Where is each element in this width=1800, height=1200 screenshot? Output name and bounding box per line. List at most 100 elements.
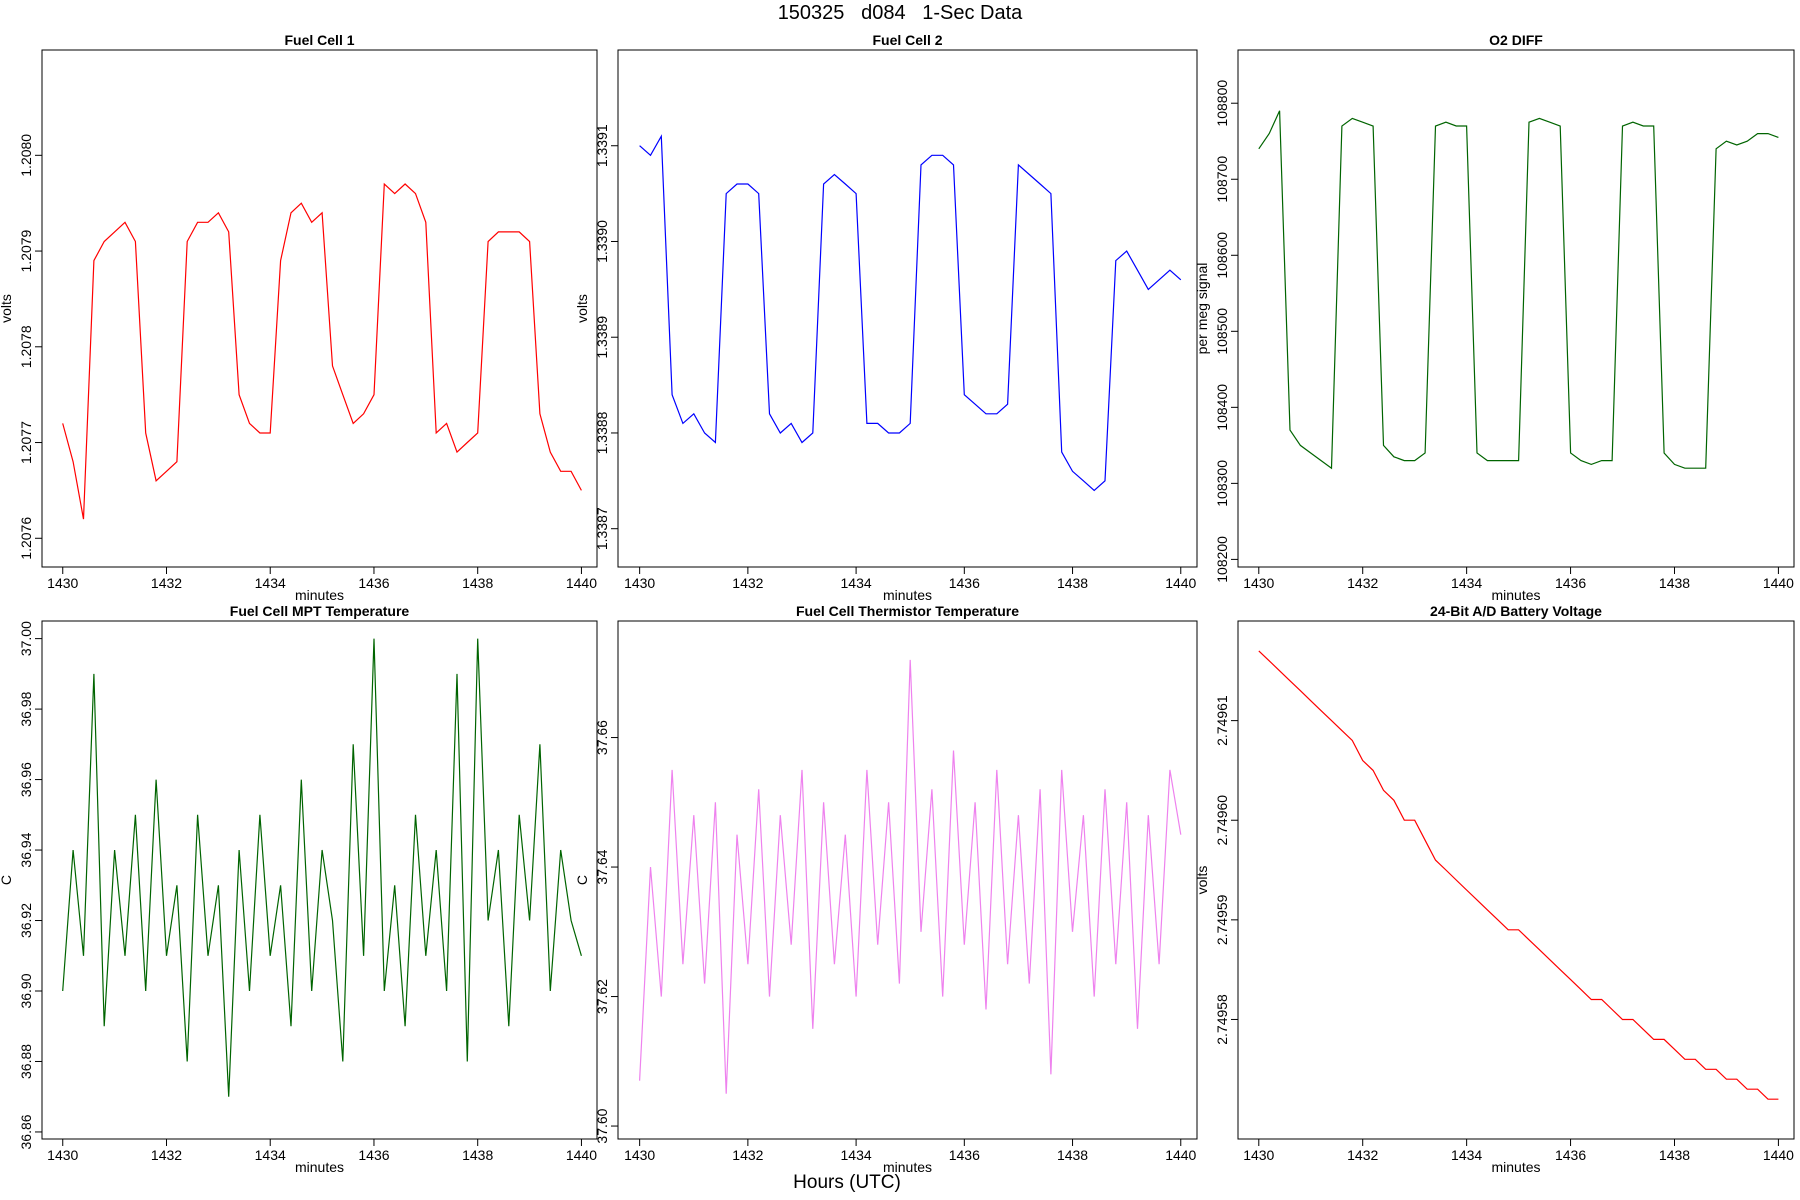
y-tick-label: 36.92 [18, 903, 34, 938]
y-tick-label: 36.86 [18, 1114, 34, 1149]
y-tick-label: 2.74958 [1214, 994, 1230, 1045]
x-axis-label: minutes [295, 587, 344, 603]
x-tick-label: 1432 [732, 1147, 763, 1163]
chart-panel-5: Fuel Cell Thermistor Temperature 1430 1432… [574, 603, 1198, 1175]
x-tick-label: 1438 [1057, 1147, 1088, 1163]
y-axis-label: volts [0, 294, 14, 323]
x-tick-label: 1434 [255, 575, 286, 591]
chart-title: 24-Bit A/D Battery Voltage [1430, 603, 1602, 619]
y-tick-label: 1.3389 [594, 316, 610, 359]
y-tick-label: 108200 [1214, 536, 1230, 583]
x-tick-label: 1430 [47, 575, 78, 591]
y-tick-label: 2.74959 [1214, 894, 1230, 945]
x-tick-label: 1440 [566, 1147, 597, 1163]
plot-frame [1237, 49, 1795, 568]
x-tick-label: 1438 [462, 1147, 493, 1163]
chart-panel-3: O2 DIFF 1430 1432 1434 1436 1438 1440 minutes 10… [1194, 32, 1795, 603]
x-tick-label: 1440 [1763, 575, 1794, 591]
x-tick-label: 1436 [949, 575, 980, 591]
x-tick-label: 1436 [358, 1147, 389, 1163]
figure-title: 150325 d084 1-Sec Data [777, 2, 1023, 24]
chart-panel-1: Fuel Cell 1 1430 1432 1434 1436 1438 1440 minut… [0, 32, 598, 603]
x-tick-label: 1430 [624, 575, 655, 591]
y-tick-label: 1.2079 [18, 229, 34, 272]
x-axis-label: minutes [295, 1159, 344, 1175]
x-tick-label: 1436 [1555, 1147, 1586, 1163]
figure-x-label: Hours (UTC) [793, 1172, 901, 1193]
x-tick-label: 1430 [1243, 1147, 1274, 1163]
x-tick-label: 1434 [255, 1147, 286, 1163]
x-tick-label: 1434 [1451, 575, 1482, 591]
x-tick-label: 1436 [1555, 575, 1586, 591]
y-tick-label: 1.2077 [18, 421, 34, 464]
y-tick-label: 36.94 [18, 832, 34, 867]
plot-frame [617, 49, 1198, 568]
x-tick-label: 1440 [1165, 1147, 1196, 1163]
y-axis-label: C [0, 875, 14, 885]
x-tick-label: 1430 [47, 1147, 78, 1163]
y-tick-label: 37.00 [18, 621, 34, 656]
chart-title: Fuel Cell 2 [872, 32, 942, 48]
x-tick-label: 1440 [1165, 575, 1196, 591]
x-axis-label: minutes [883, 587, 932, 603]
y-tick-label: 36.90 [18, 973, 34, 1008]
series-line [1258, 650, 1779, 1100]
series-line [639, 134, 1182, 492]
y-tick-label: 1.2076 [18, 517, 34, 560]
y-tick-label: 108500 [1214, 308, 1230, 355]
x-tick-label: 1432 [732, 575, 763, 591]
y-axis-label: C [574, 875, 590, 885]
y-tick-label: 37.62 [594, 979, 610, 1014]
plot-frame [1237, 620, 1795, 1140]
chart-panel-2: Fuel Cell 2 1430 1432 1434 1436 1438 1440 minut… [574, 32, 1198, 603]
x-tick-label: 1436 [358, 575, 389, 591]
chart-title: Fuel Cell MPT Temperature [230, 603, 410, 619]
x-tick-label: 1434 [841, 1147, 872, 1163]
y-tick-label: 2.74960 [1214, 795, 1230, 846]
y-tick-label: 37.64 [594, 849, 610, 884]
x-tick-label: 1434 [841, 575, 872, 591]
y-tick-label: 108400 [1214, 384, 1230, 431]
y-tick-label: 1.3388 [594, 411, 610, 454]
y-tick-label: 108600 [1214, 232, 1230, 279]
x-tick-label: 1432 [151, 575, 182, 591]
x-tick-label: 1438 [1659, 1147, 1690, 1163]
series-line [639, 659, 1182, 1094]
y-tick-label: 1.2080 [18, 134, 34, 177]
x-tick-label: 1438 [462, 575, 493, 591]
chart-title: O2 DIFF [1489, 32, 1543, 48]
x-tick-label: 1432 [151, 1147, 182, 1163]
x-tick-label: 1440 [1763, 1147, 1794, 1163]
x-tick-label: 1432 [1347, 575, 1378, 591]
x-axis-label: minutes [1491, 587, 1540, 603]
x-tick-label: 1436 [949, 1147, 980, 1163]
x-tick-label: 1430 [624, 1147, 655, 1163]
y-tick-label: 1.3390 [594, 220, 610, 263]
y-tick-label: 108800 [1214, 80, 1230, 127]
y-tick-label: 1.3391 [594, 124, 610, 167]
x-tick-label: 1440 [566, 575, 597, 591]
x-axis-label: minutes [1491, 1159, 1540, 1175]
x-tick-label: 1432 [1347, 1147, 1378, 1163]
y-tick-label: 37.60 [594, 1108, 610, 1143]
x-tick-label: 1430 [1243, 575, 1274, 591]
x-tick-label: 1438 [1057, 575, 1088, 591]
x-tick-label: 1438 [1659, 575, 1690, 591]
y-tick-label: 37.66 [594, 720, 610, 755]
y-tick-label: 36.96 [18, 762, 34, 797]
y-tick-label: 36.98 [18, 691, 34, 726]
series-line [62, 182, 582, 520]
plot-frame [41, 620, 598, 1140]
y-tick-label: 108300 [1214, 460, 1230, 507]
chart-title: Fuel Cell 1 [284, 32, 354, 48]
series-line [1258, 110, 1779, 470]
y-tick-label: 108700 [1214, 156, 1230, 203]
chart-panel-4: Fuel Cell MPT Temperature 1430 1432 1434 143… [0, 603, 598, 1175]
series-line [62, 638, 582, 1097]
chart-panel-6: 24-Bit A/D Battery Voltage 1430 1432 1434 14… [1194, 603, 1795, 1175]
y-tick-label: 2.74961 [1214, 695, 1230, 746]
chart-title: Fuel Cell Thermistor Temperature [796, 603, 1019, 619]
plot-frame [41, 49, 598, 568]
y-tick-label: 1.3387 [594, 507, 610, 550]
